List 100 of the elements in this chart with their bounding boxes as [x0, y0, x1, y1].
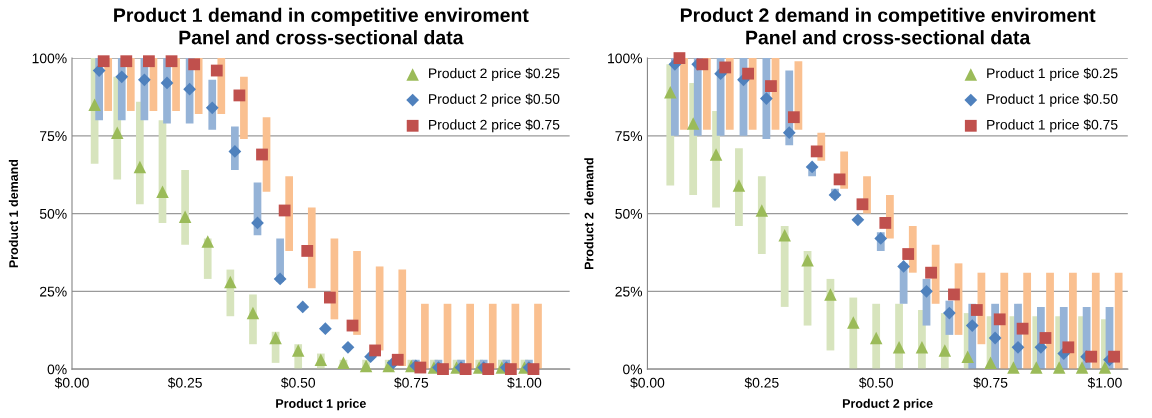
- point: [110, 126, 124, 139]
- point: [847, 316, 860, 329]
- point: [210, 64, 223, 77]
- point: [1075, 361, 1089, 374]
- y-tick-label: 50%: [615, 208, 643, 219]
- point: [414, 361, 427, 374]
- point: [938, 344, 952, 357]
- point: [1011, 340, 1025, 354]
- point: [892, 341, 906, 354]
- x-tick-label: $0.50: [280, 377, 316, 389]
- point: [801, 254, 814, 267]
- point: [810, 145, 823, 158]
- point: [970, 304, 983, 316]
- point: [787, 111, 800, 124]
- point: [1108, 350, 1120, 363]
- point: [719, 61, 732, 74]
- point: [988, 331, 1002, 345]
- point: [869, 331, 883, 345]
- point: [318, 322, 332, 336]
- x-tick-label: $0.75: [973, 377, 1008, 389]
- y-axis-title: Product 2 demand: [584, 158, 594, 270]
- bar: [1091, 272, 1100, 370]
- point: [1052, 361, 1066, 374]
- point: [323, 291, 336, 304]
- point: [88, 98, 101, 111]
- y-tick-label: 75%: [40, 131, 67, 142]
- point: [183, 82, 197, 96]
- point: [527, 363, 540, 375]
- point: [138, 73, 151, 87]
- point: [984, 356, 997, 370]
- point: [233, 89, 246, 102]
- point: [291, 344, 305, 357]
- chart-title: Product 2 demand in competitive enviroment Panel and cross-sectional data: [680, 7, 1096, 45]
- point: [879, 217, 892, 229]
- y-tick-label: 0%: [47, 364, 67, 375]
- point: [115, 70, 129, 84]
- point: [482, 363, 495, 375]
- point: [1016, 322, 1029, 335]
- point: [120, 55, 133, 68]
- point: [437, 363, 449, 375]
- point: [1039, 332, 1052, 344]
- legend-label: Product 1 price $0.25: [987, 67, 1118, 81]
- point: [369, 344, 382, 357]
- point: [1007, 361, 1020, 374]
- point: [755, 204, 769, 217]
- point: [782, 126, 796, 140]
- point: [133, 160, 147, 174]
- point: [1030, 361, 1043, 374]
- point: [301, 245, 314, 257]
- point: [296, 300, 310, 314]
- point: [97, 55, 110, 68]
- point: [902, 248, 915, 260]
- point: [341, 340, 355, 354]
- point: [160, 76, 174, 90]
- legend-label: Product 1 price $0.75: [987, 119, 1118, 133]
- point: [742, 67, 754, 80]
- point: [156, 185, 169, 199]
- x-tick-label: $0.75: [394, 377, 429, 389]
- point: [178, 210, 192, 223]
- point: [709, 148, 723, 161]
- y-tick-label: 50%: [39, 208, 67, 219]
- point: [246, 306, 260, 320]
- point: [143, 55, 155, 68]
- bar: [748, 58, 757, 130]
- bar: [488, 303, 497, 370]
- legend-label: Product 1 price $0.50: [987, 93, 1118, 107]
- x-tick-label: $1.00: [507, 377, 542, 389]
- bar: [398, 269, 407, 366]
- point: [805, 160, 819, 174]
- x-axis-title: Product 2 price: [842, 398, 933, 411]
- point: [824, 288, 837, 301]
- point: [664, 86, 677, 99]
- x-tick-label: $0.50: [858, 377, 894, 389]
- point: [897, 260, 911, 273]
- point: [205, 101, 219, 115]
- point: [965, 319, 979, 332]
- bar: [466, 303, 474, 370]
- point: [851, 213, 865, 227]
- point: [961, 350, 974, 363]
- point: [920, 284, 933, 298]
- bar: [1000, 272, 1009, 370]
- point: [943, 306, 956, 320]
- point: [391, 353, 404, 366]
- point: [459, 363, 472, 375]
- point: [925, 266, 937, 279]
- point: [224, 275, 237, 289]
- point: [765, 80, 777, 92]
- bar: [1023, 272, 1032, 370]
- y-tick-label: 25%: [40, 286, 67, 297]
- bar: [1046, 272, 1054, 370]
- bar: [307, 207, 316, 289]
- bar: [534, 303, 542, 370]
- legend-label: Product 2 price $0.75: [429, 119, 560, 133]
- point: [778, 229, 791, 242]
- x-tick-label: $0.00: [630, 377, 665, 389]
- point: [278, 204, 291, 217]
- point: [1062, 341, 1075, 354]
- point: [1098, 361, 1112, 374]
- x-tick-label: $0.00: [54, 377, 89, 389]
- point: [256, 148, 268, 161]
